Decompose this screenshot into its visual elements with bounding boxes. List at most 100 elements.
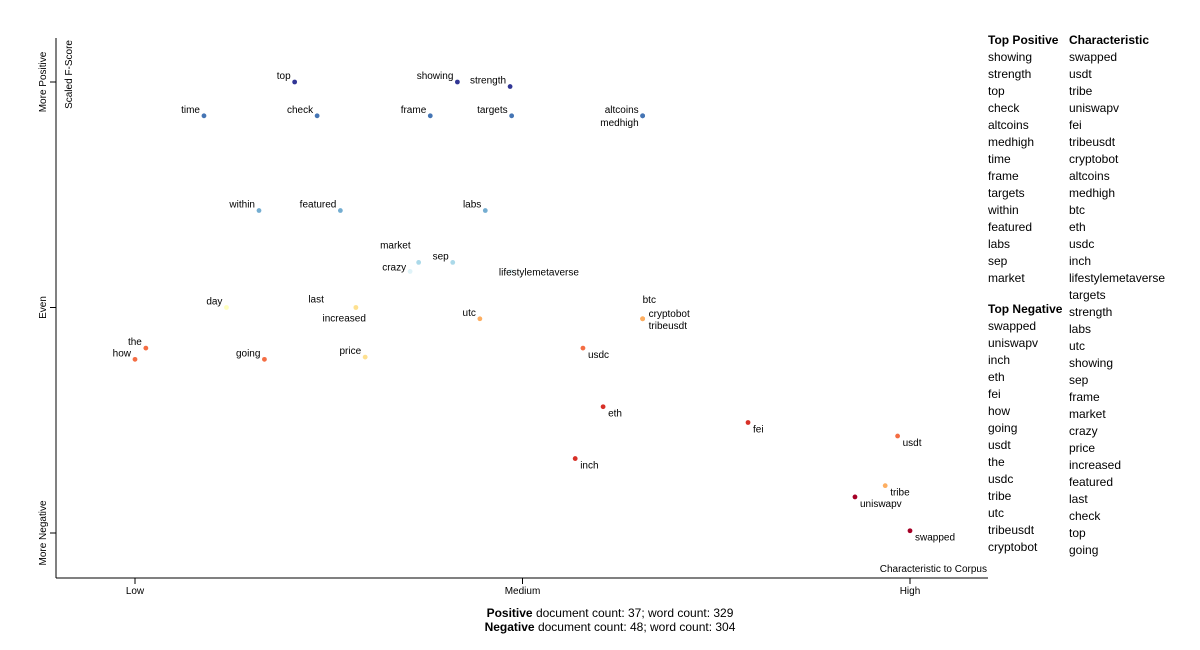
point-time	[201, 113, 207, 119]
characteristic-term-inch: inch	[1069, 254, 1092, 268]
point-top	[292, 79, 298, 85]
top-negative-header: Top Negative	[988, 302, 1063, 316]
top-positive-term-labs: labs	[988, 237, 1011, 251]
point-market	[416, 260, 422, 265]
negative-count-line: Negative document count: 48; word count:…	[0, 620, 1200, 634]
point-label-showing: showing	[417, 71, 454, 82]
point-showing	[455, 79, 460, 85]
point-labs	[482, 208, 488, 213]
top-negative-list: swapped uniswapv inch eth fei how going usdt the…	[988, 318, 1062, 556]
characteristic-column: Characteristic swapped usdt tribe uniswapv f…	[1069, 32, 1165, 559]
characteristic-term-going: going	[1069, 543, 1099, 557]
top-negative-term-utc: utc	[988, 506, 1005, 520]
top-positive-term-showing: showing	[988, 50, 1033, 64]
characteristic-term-utc: utc	[1069, 339, 1086, 353]
point-label-medhigh: medhigh	[600, 118, 638, 129]
point-price	[362, 354, 368, 360]
top-negative-term-eth: eth	[988, 370, 1005, 384]
characteristic-term-targets: targets	[1069, 288, 1106, 302]
point-label-last: last	[308, 295, 324, 306]
x-axis-ticks: Low Medium High	[126, 578, 920, 597]
point-label-check: check	[287, 105, 314, 116]
point-strength	[507, 84, 513, 89]
point-label-cryptobot: cryptobot	[649, 309, 690, 320]
point-usdt	[895, 433, 900, 439]
characteristic-term-lifestylemetaverse: lifestylemetaverse	[1069, 271, 1166, 285]
point-label-eth: eth	[608, 409, 622, 420]
point-usdc	[580, 345, 586, 351]
characteristic-term-sep: sep	[1069, 373, 1089, 387]
positive-count-line: Positive document count: 37; word count:…	[0, 606, 1200, 620]
top-negative-term-usdt: usdt	[988, 438, 1011, 452]
top-positive-header: Top Positive	[988, 33, 1059, 47]
point-inch	[572, 456, 578, 461]
point-frame	[427, 113, 433, 119]
chart-axes	[55, 38, 988, 579]
characteristic-term-altcoins: altcoins	[1069, 169, 1110, 183]
point-eth	[600, 404, 606, 410]
characteristic-term-price: price	[1069, 441, 1096, 455]
characteristic-term-last: last	[1069, 492, 1088, 506]
y-tick-label-more-positive: More Positive	[38, 51, 49, 112]
characteristic-header: Characteristic	[1069, 33, 1150, 47]
point-label-going: going	[236, 348, 260, 359]
point-label-targets: targets	[477, 105, 508, 116]
document-count-footer: Positive document count: 37; word count:…	[0, 606, 1200, 634]
characteristic-term-medhigh: medhigh	[1069, 186, 1116, 200]
point-tribe	[882, 483, 888, 489]
top-negative-term-the: the	[988, 455, 1005, 469]
point-label-usdc: usdc	[588, 350, 609, 361]
x-tick-label-medium: Medium	[505, 586, 541, 597]
top-negative-term-fei: fei	[988, 387, 1001, 401]
characteristic-term-usdt: usdt	[1069, 67, 1092, 81]
characteristic-term-labs: labs	[1069, 322, 1092, 336]
point-check	[314, 113, 320, 119]
characteristic-term-eth: eth	[1069, 220, 1086, 234]
point-label-lifestylemetaverse: lifestylemetaverse	[499, 267, 579, 278]
top-positive-term-time: time	[988, 152, 1011, 166]
point-label-price: price	[339, 346, 361, 357]
point-label-strength: strength	[470, 76, 506, 87]
y-axis-title: Scaled F-Score	[64, 40, 75, 109]
positive-count-text: document count: 37; word count: 329	[532, 606, 734, 620]
point-label-uniswapv: uniswapv	[860, 499, 902, 510]
characteristic-term-check: check	[1069, 509, 1101, 523]
characteristic-term-increased: increased	[1069, 458, 1122, 472]
top-positive-term-frame: frame	[988, 169, 1019, 183]
top-positive-term-strength: strength	[988, 67, 1032, 81]
point-going	[262, 356, 267, 362]
top-positive-term-top: top	[988, 84, 1005, 98]
point-label-usdt: usdt	[903, 438, 922, 449]
top-negative-term-tribeusdt: tribeusdt	[988, 523, 1035, 537]
point-labels: top showing strength time check frame targets a…	[113, 71, 955, 544]
scatter-points	[132, 79, 913, 534]
point-utc	[477, 316, 483, 322]
characteristic-term-crazy: crazy	[1069, 424, 1098, 438]
point-sep	[450, 260, 456, 265]
characteristic-term-uniswapv: uniswapv	[1069, 101, 1120, 115]
point-label-within: within	[228, 200, 255, 211]
top-positive-term-targets: targets	[988, 186, 1025, 200]
negative-count-text: document count: 48; word count: 304	[534, 620, 736, 634]
point-medhigh	[640, 113, 646, 119]
point-tribeusdt	[640, 316, 646, 322]
point-label-swapped: swapped	[915, 533, 955, 544]
point-label-tribeusdt: tribeusdt	[649, 321, 688, 332]
point-label-how: how	[113, 348, 132, 359]
top-positive-term-medhigh: medhigh	[988, 135, 1035, 149]
point-label-tribe: tribe	[890, 488, 910, 499]
top-positive-term-check: check	[988, 101, 1020, 115]
point-label-the: the	[128, 337, 142, 348]
point-label-time: time	[181, 105, 200, 116]
x-tick-label-low: Low	[126, 586, 145, 597]
characteristic-term-frame: frame	[1069, 390, 1100, 404]
point-swapped	[907, 528, 913, 534]
point-how	[132, 356, 138, 362]
top-negative-column: Top Negative swapped uniswapv inch eth fei ho…	[988, 301, 1062, 556]
point-label-fei: fei	[753, 425, 764, 436]
top-positive-list: showing strength top check altcoins medhigh ti…	[988, 49, 1058, 287]
negative-label: Negative	[484, 620, 535, 634]
point-featured	[337, 208, 343, 213]
characteristic-term-strength: strength	[1069, 305, 1113, 319]
characteristic-term-market: market	[1069, 407, 1106, 421]
